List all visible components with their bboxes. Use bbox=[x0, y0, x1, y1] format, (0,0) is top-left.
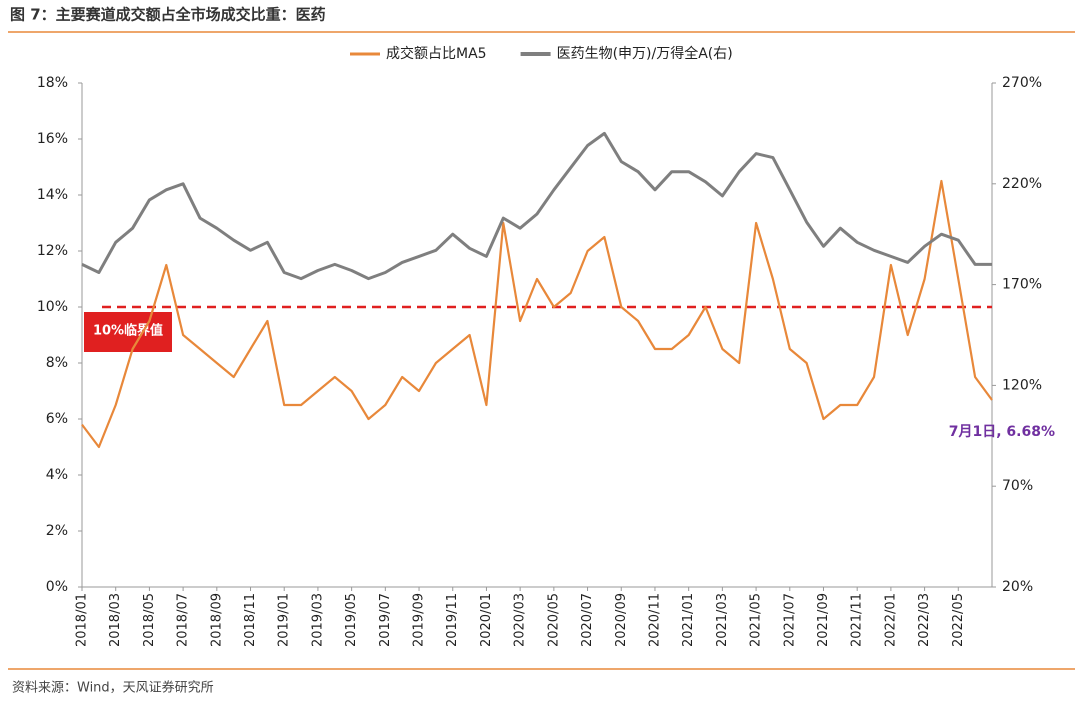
x-tick-label: 2022/01 bbox=[883, 593, 898, 647]
y-tick-label: 16% bbox=[37, 131, 68, 147]
x-tick-label: 2018/09 bbox=[209, 593, 224, 647]
y-tick-label: 8% bbox=[46, 355, 68, 371]
x-tick-label: 2021/03 bbox=[715, 593, 730, 647]
x-tick-label: 2021/09 bbox=[816, 593, 831, 647]
threshold-label: 10%临界值 bbox=[93, 323, 163, 339]
x-tick-label: 2020/11 bbox=[647, 593, 662, 647]
x-tick-label: 2018/11 bbox=[243, 593, 258, 647]
legend-label: 成交额占比MA5 bbox=[386, 45, 487, 62]
x-tick-label: 2022/05 bbox=[951, 593, 966, 647]
y-tick-label: 0% bbox=[46, 579, 68, 595]
y2-tick-label: 20% bbox=[1002, 579, 1033, 595]
x-tick-label: 2019/11 bbox=[445, 593, 460, 647]
x-tick-label: 2018/05 bbox=[142, 593, 157, 647]
y2-tick-label: 170% bbox=[1002, 277, 1042, 293]
annotation: 7月1日, 6.68% bbox=[949, 424, 1055, 440]
y-tick-label: 4% bbox=[46, 467, 68, 483]
x-tick-label: 2022/03 bbox=[917, 593, 932, 647]
y-tick-label: 14% bbox=[37, 187, 68, 203]
x-tick-label: 2018/07 bbox=[176, 593, 191, 647]
y2-tick-label: 70% bbox=[1002, 478, 1033, 494]
x-tick-label: 2018/03 bbox=[108, 593, 123, 647]
y-tick-label: 12% bbox=[37, 243, 68, 259]
x-tick-label: 2021/11 bbox=[850, 593, 865, 647]
x-tick-label: 2019/05 bbox=[344, 593, 359, 647]
x-tick-label: 2020/01 bbox=[479, 593, 494, 647]
y2-tick-label: 270% bbox=[1002, 75, 1042, 91]
y2-tick-label: 120% bbox=[1002, 377, 1042, 393]
x-tick-label: 2018/01 bbox=[75, 593, 90, 647]
y-tick-label: 10% bbox=[37, 299, 68, 315]
x-tick-label: 2019/07 bbox=[378, 593, 393, 647]
x-tick-label: 2021/05 bbox=[749, 593, 764, 647]
x-tick-label: 2019/03 bbox=[310, 593, 325, 647]
source-note: 资料来源：Wind，天风证券研究所 bbox=[12, 680, 214, 696]
chart-title: 图 7：主要赛道成交额占全市场成交比重：医药 bbox=[10, 6, 326, 24]
threshold-box bbox=[84, 312, 172, 352]
y-tick-label: 18% bbox=[37, 75, 68, 91]
y-tick-label: 2% bbox=[46, 523, 68, 539]
x-tick-label: 2020/07 bbox=[580, 593, 595, 647]
x-tick-label: 2019/01 bbox=[277, 593, 292, 647]
x-tick-label: 2021/07 bbox=[782, 593, 797, 647]
y2-tick-label: 220% bbox=[1002, 176, 1042, 192]
x-tick-label: 2020/09 bbox=[614, 593, 629, 647]
x-tick-label: 2020/05 bbox=[546, 593, 561, 647]
legend-label: 医药生物(申万)/万得全A(右) bbox=[557, 45, 733, 62]
series-line bbox=[81, 179, 993, 449]
y-tick-label: 6% bbox=[46, 411, 68, 427]
x-tick-label: 2019/09 bbox=[412, 593, 427, 647]
x-tick-label: 2020/03 bbox=[513, 593, 528, 647]
x-tick-label: 2021/01 bbox=[681, 593, 696, 647]
series-line bbox=[81, 131, 992, 281]
